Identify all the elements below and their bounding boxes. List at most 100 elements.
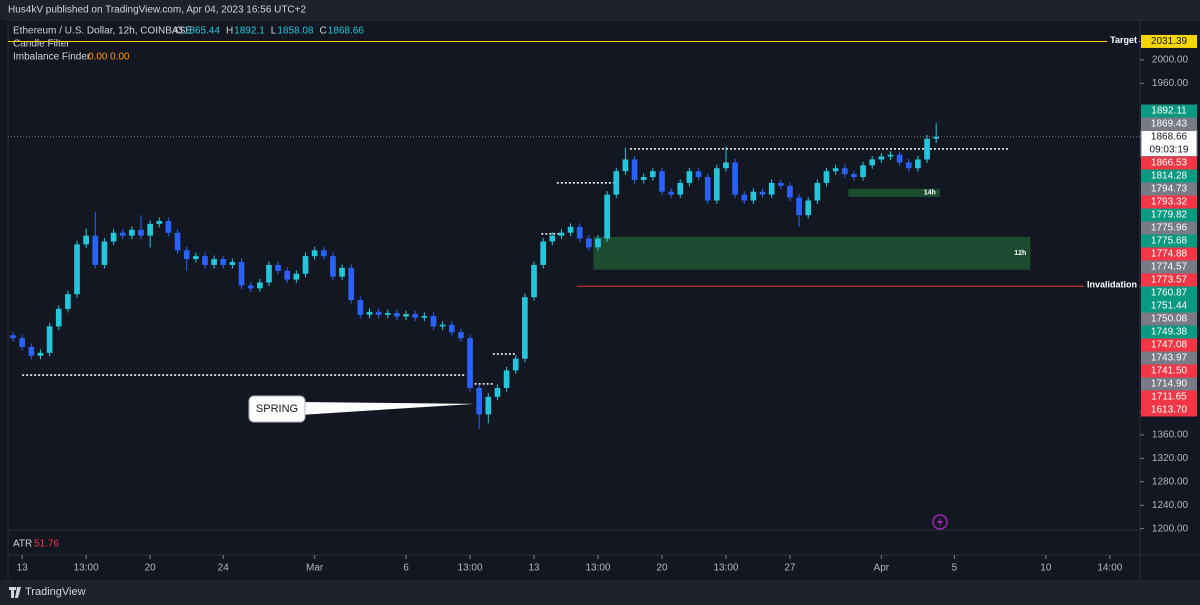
x-tick-label: 13 [528,563,540,574]
y-tick-label: 2000.00 [1152,54,1189,65]
candle-body [485,396,492,415]
candle-body [55,308,62,327]
price-badge-label: 1868.66 [1151,132,1188,143]
candle-body [796,197,802,216]
imbalance-zone [848,188,940,197]
indicator-name: Imbalance Finder [13,52,91,63]
x-tick-label: 20 [656,563,668,574]
ohlc-key: L [271,26,277,37]
price-badge [1141,286,1197,300]
candle-body [841,168,848,175]
candle-body [147,223,153,236]
candle-body [695,171,702,178]
level-label: Target [1110,35,1137,45]
candle-body [467,338,473,388]
x-tick-label: 13:00 [458,563,483,574]
candle-body [302,256,309,274]
candle-body [750,191,757,201]
candle-body [576,226,583,239]
price-badge [1141,351,1197,365]
footer-bar [0,580,1200,605]
x-tick-label: 14:00 [1097,563,1122,574]
candle-body [65,294,71,309]
candle-body [375,311,382,315]
price-badge [1141,364,1197,378]
level-label-bg [1107,34,1139,48]
countdown: 09:03:19 [1150,145,1189,156]
x-tick-label: 6 [403,563,409,574]
candle-body [586,238,592,248]
x-tick-label: 24 [218,563,230,574]
callout-label: SPRING [256,403,298,415]
x-tick-label: 13 [17,563,29,574]
ohlc-value: 1868.66 [328,26,365,37]
y-tick-label: 1360.00 [1152,430,1189,441]
lightning-icon[interactable] [932,514,948,530]
price-badge [1141,208,1197,222]
x-tick-label: 13:00 [713,563,738,574]
symbol-title: Ethereum / U.S. Dollar, 12h, COINBASE [13,26,192,37]
publisher: Hus4kV published on TradingView.com, Apr… [8,5,306,16]
candle-body [476,387,483,415]
price-badge [1141,299,1197,313]
candle-body [110,232,117,242]
brand-name: TradingView [25,586,86,598]
ohlc-value: 1858.08 [277,26,314,37]
candle-body [183,250,190,260]
candle-body [768,182,775,195]
x-tick-label: 5 [952,563,958,574]
candle-body [19,338,26,347]
target-badge [1141,34,1197,48]
candle-body [905,162,912,169]
price-badge-label: 1751.44 [1151,301,1188,312]
candle-body [28,346,35,356]
candle-body [101,241,108,265]
price-badge-label: 1749.38 [1151,327,1188,338]
x-tick-label: 27 [784,563,796,574]
candle-body [640,177,647,180]
candle-body [668,191,674,195]
callout-box [248,395,306,423]
candle-body [46,326,53,353]
candle-body [439,324,446,327]
candle-body [448,324,455,333]
candle-body [549,235,556,242]
price-badge-label: 1814.28 [1151,171,1188,182]
candle-body [220,259,227,265]
price-badge [1141,195,1197,209]
candle-body [202,256,208,265]
candle-body [704,177,711,201]
candle-body [823,171,830,183]
candle-body [540,241,546,265]
ohlc-value: 1865.44 [184,26,221,37]
candle-body [138,229,144,236]
candle-body [238,262,245,286]
level-label: Invalidation [1087,280,1137,290]
ohlc-value: 1892.1 [234,26,265,37]
price-badge-label: 1779.82 [1151,210,1188,221]
price-badge [1141,377,1197,391]
ohlc-key: C [319,26,326,37]
candle-body [723,162,729,169]
candle-body [622,159,629,172]
candle-body [366,311,373,315]
price-badge [1141,325,1197,339]
y-tick-label: 1200.00 [1152,523,1189,534]
zone-label: 14h [924,190,936,197]
candle-body [595,238,601,248]
price-badge-label: 1743.97 [1151,353,1188,364]
candle-body [348,267,355,301]
price-badge-label: 1760.87 [1151,288,1188,299]
x-tick-label: Mar [306,563,324,574]
price-badge-label: 1793.32 [1151,197,1188,208]
candle-body [887,154,894,157]
x-tick-label: 20 [145,563,157,574]
price-badge-label: 1774.88 [1151,249,1188,260]
y-tick-label: 1280.00 [1152,476,1189,487]
level-label-bg [1083,279,1139,293]
candle-body [933,136,940,139]
price-badge-label: 1750.08 [1151,314,1188,325]
price-badge [1141,260,1197,274]
price-badge [1140,130,1198,157]
